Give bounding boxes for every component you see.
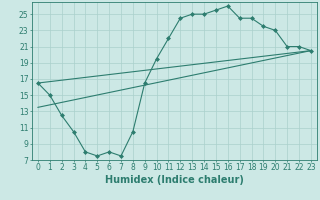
- X-axis label: Humidex (Indice chaleur): Humidex (Indice chaleur): [105, 175, 244, 185]
